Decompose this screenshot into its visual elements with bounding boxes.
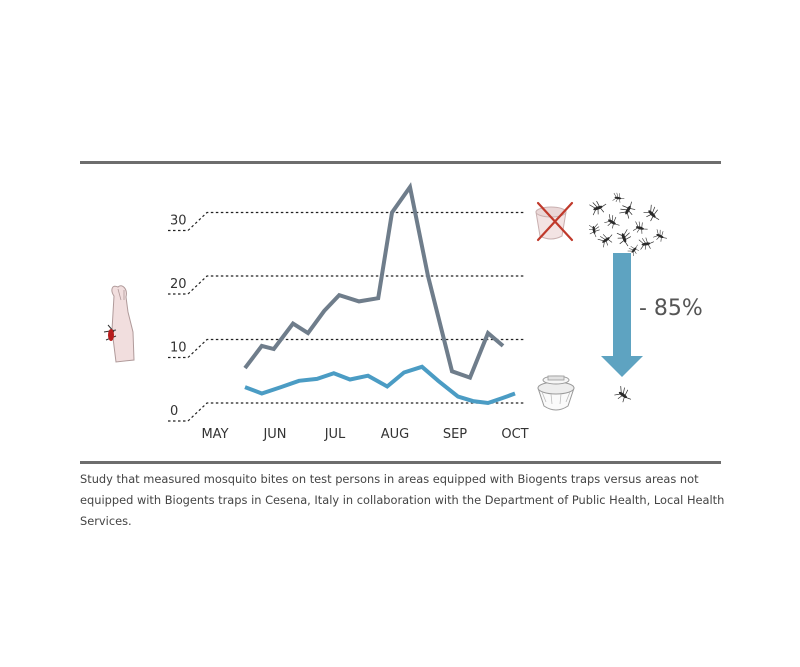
- gridline: [168, 338, 524, 359]
- mosquito-icon: [643, 204, 660, 222]
- bitten-arm-icon: [103, 285, 135, 363]
- mosquito-icon: [588, 223, 600, 238]
- mosquito-icon: [638, 237, 654, 250]
- reduction-arrow: [601, 253, 643, 377]
- mosquito-icon: [597, 234, 613, 248]
- mosquito-icon: [616, 229, 632, 247]
- x-tick-label: SEP: [443, 427, 467, 442]
- gridline: [168, 211, 524, 232]
- mosquito-icon: [612, 192, 625, 203]
- mosquito-icon: [653, 229, 667, 242]
- crossed-out-trap-icon: [535, 201, 574, 242]
- y-tick-label: 0: [170, 404, 178, 419]
- x-tick-label: AUG: [381, 427, 409, 442]
- series-line-treated: [244, 364, 516, 406]
- biogents-trap-icon: [537, 375, 575, 411]
- single-mosquito-icon: [614, 386, 632, 403]
- mosquito-icon: [627, 244, 640, 257]
- y-tick-label: 30: [170, 214, 187, 229]
- series-line-untreated: [243, 182, 505, 381]
- mosquito-icon: [619, 201, 636, 219]
- y-tick-label: 10: [170, 341, 187, 356]
- caption: Study that measured mosquito bites on te…: [80, 472, 725, 528]
- x-tick-label: OCT: [501, 427, 528, 442]
- top-rule: [80, 161, 721, 164]
- x-tick-label: JUL: [324, 427, 346, 442]
- gridline: [168, 402, 524, 422]
- bottom-rule: [80, 461, 721, 464]
- grid-layer: 0 10 20 30 MAY JUN JUL AUG SEP OCT: [168, 211, 529, 442]
- mosquito-icon: [589, 200, 607, 216]
- gridline: [168, 275, 524, 295]
- mosquito-icon: [633, 221, 648, 234]
- mosquito-icon: [614, 386, 632, 403]
- x-tick-label: MAY: [201, 427, 228, 442]
- mosquito-swarm-icon: [588, 192, 667, 257]
- reduction-label: - 85%: [639, 296, 703, 321]
- y-tick-label: 20: [170, 277, 187, 292]
- mosquito-icon: [604, 214, 620, 229]
- bites-chart: 0 10 20 30 MAY JUN JUL AUG SEP OCT - 85%: [103, 182, 703, 442]
- x-tick-label: JUN: [262, 427, 286, 442]
- series-layer: [243, 182, 516, 406]
